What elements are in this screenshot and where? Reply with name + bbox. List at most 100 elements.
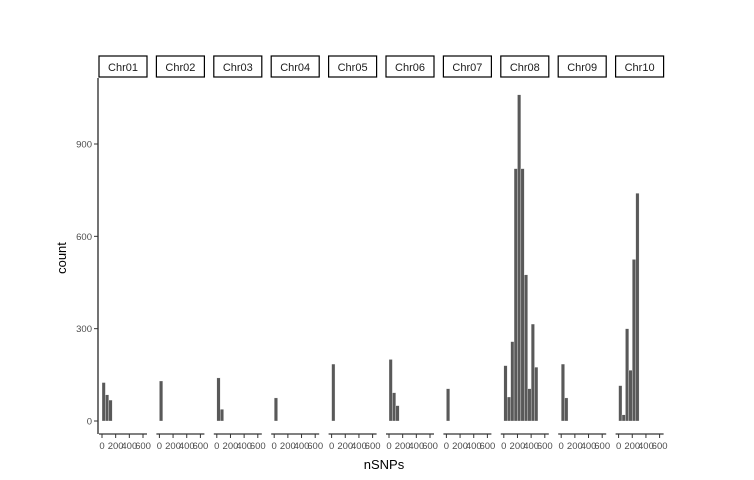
x-tick-label: 600 xyxy=(479,441,495,452)
y-tick-label-600: 600 xyxy=(76,232,92,243)
x-tick-label: 0 xyxy=(157,441,162,452)
x-tick-label: 600 xyxy=(537,441,553,452)
facet-strip-chr02 xyxy=(155,55,205,78)
x-tick-label: 0 xyxy=(329,441,334,452)
histogram-bar xyxy=(331,363,336,422)
facet-strip-label: Chr07 xyxy=(452,62,482,74)
x-tick-label: 200 xyxy=(452,441,468,452)
x-tick-label: 0 xyxy=(501,441,506,452)
x-tick-label: 0 xyxy=(444,441,449,452)
x-tick-label: 200 xyxy=(624,441,640,452)
histogram-bar xyxy=(564,397,569,422)
x-tick-label: 400 xyxy=(581,441,597,452)
histogram-bar xyxy=(388,359,393,422)
y-axis-title: count xyxy=(54,242,69,274)
histogram-bar xyxy=(635,193,640,422)
histogram-bar xyxy=(621,414,626,422)
histogram-bar xyxy=(105,394,109,422)
facet-strip-chr06 xyxy=(385,55,435,78)
histogram-bar xyxy=(561,363,565,422)
histogram-bar xyxy=(507,396,511,422)
x-tick-label: 200 xyxy=(510,441,526,452)
histogram-bar xyxy=(446,388,450,422)
facet-strip-chr10 xyxy=(614,55,665,78)
histogram-bar xyxy=(392,392,396,422)
histogram-bar xyxy=(108,399,113,422)
x-tick-label: 0 xyxy=(214,441,219,452)
x-tick-label: 200 xyxy=(280,441,296,452)
x-tick-label: 400 xyxy=(121,441,137,452)
histogram-bar xyxy=(527,388,532,422)
histogram-bar xyxy=(520,168,525,422)
histogram-bar xyxy=(510,341,515,422)
x-tick-label: 400 xyxy=(638,441,654,452)
x-tick-label: 400 xyxy=(179,441,195,452)
facet-strip-chr01 xyxy=(98,55,148,78)
histogram-bar xyxy=(524,274,528,422)
facet-strip-label: Chr01 xyxy=(108,62,138,74)
y-axis: 0 300 600 900 xyxy=(76,78,99,434)
x-tick-label: 600 xyxy=(135,441,151,452)
facet-strip-chr09 xyxy=(557,55,607,78)
facet-strip-label: Chr10 xyxy=(625,62,655,74)
x-tick-label: 0 xyxy=(272,441,277,452)
x-tick-label: 0 xyxy=(559,441,564,452)
histogram-bar xyxy=(517,94,522,422)
facet-strip-label: Chr08 xyxy=(510,62,540,74)
x-tick-label: 200 xyxy=(337,441,353,452)
histogram-bar xyxy=(632,259,636,422)
x-tick-label: 200 xyxy=(108,441,124,452)
facet-strip-label: Chr04 xyxy=(280,62,310,74)
histogram-bar xyxy=(216,377,221,422)
x-tick-label: 600 xyxy=(192,441,208,452)
facet-strip-label: Chr03 xyxy=(223,62,253,74)
y-tick-label-900: 900 xyxy=(76,140,92,151)
histogram-bar xyxy=(503,365,508,422)
x-tick-label: 600 xyxy=(250,441,266,452)
histogram-bar xyxy=(101,382,106,422)
x-axis-title: nSNPs xyxy=(364,457,405,472)
facet-strip-label: Chr09 xyxy=(567,62,597,74)
facet-strip-chr08 xyxy=(500,55,550,78)
x-tick-label: 600 xyxy=(422,441,438,452)
histogram-bar xyxy=(274,397,278,422)
x-tick-label: 600 xyxy=(307,441,323,452)
x-tick-label: 0 xyxy=(386,441,391,452)
x-tick-label: 600 xyxy=(365,441,381,452)
x-tick-label: 200 xyxy=(223,441,239,452)
histogram-bar xyxy=(395,405,400,422)
facet-strip-label: Chr05 xyxy=(338,62,368,74)
x-tick-label: 0 xyxy=(99,441,104,452)
histogram-bar xyxy=(530,323,535,422)
histogram-bar xyxy=(625,328,630,422)
x-tick-label: 200 xyxy=(165,441,181,452)
histogram-bar xyxy=(534,366,539,422)
x-tick-label: 400 xyxy=(351,441,367,452)
x-tick-label: 400 xyxy=(523,441,539,452)
y-tick-label-0: 0 xyxy=(87,417,92,428)
facet-strip-chr05 xyxy=(328,55,378,78)
facet-strip-chr03 xyxy=(213,55,263,78)
facet-strip-label: Chr06 xyxy=(395,62,425,74)
x-tick-label: 400 xyxy=(408,441,424,452)
histogram-bar xyxy=(628,370,633,422)
x-tick-label: 0 xyxy=(616,441,621,452)
x-tick-label: 400 xyxy=(466,441,482,452)
histogram-bar xyxy=(159,380,163,422)
x-tick-label: 400 xyxy=(236,441,252,452)
x-tick-label: 600 xyxy=(652,441,668,452)
x-tick-label: 400 xyxy=(294,441,310,452)
histogram-bar xyxy=(220,409,224,422)
x-tick-label: 600 xyxy=(594,441,610,452)
